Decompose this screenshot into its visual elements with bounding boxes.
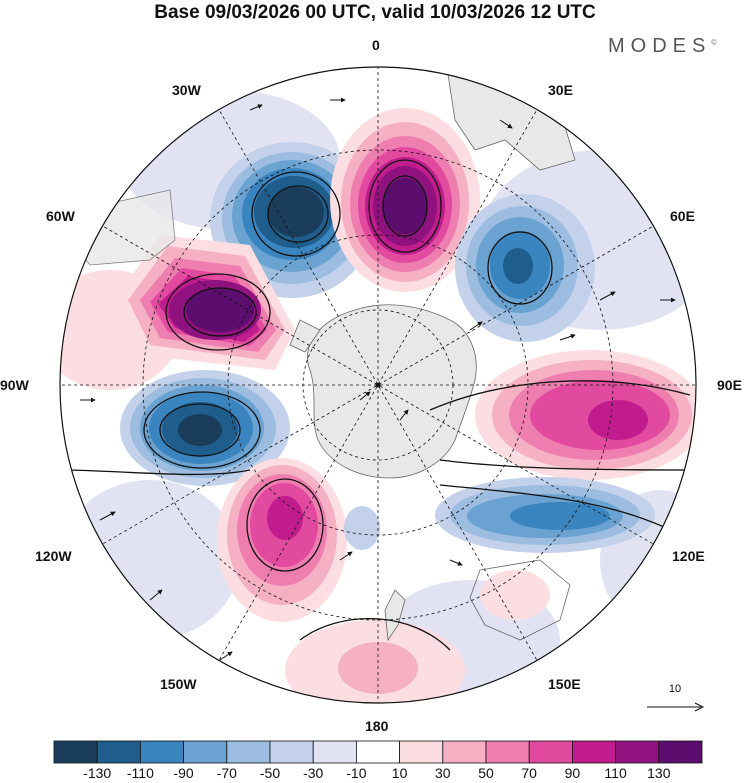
- logo-text: MODES: [608, 35, 712, 57]
- anomaly-positive-100e: [475, 350, 696, 480]
- anomaly-negative-115e: [435, 477, 655, 553]
- colorbar-segment: [572, 740, 617, 764]
- colorbar-tick-label: 130: [647, 765, 671, 781]
- anomaly-positive-0: [330, 108, 480, 292]
- lon-label-90w: 90W: [0, 377, 29, 393]
- colorbar-tick-label: 30: [435, 765, 451, 781]
- colorbar-segment: [615, 740, 660, 764]
- modes-logo: MODES©: [608, 35, 717, 58]
- lon-label-120w: 120W: [35, 548, 72, 564]
- colorbar-tick-label: 110: [604, 765, 627, 781]
- south-pole-marker: [375, 382, 381, 388]
- lon-label-150w: 150W: [160, 676, 197, 692]
- colorbar-segment: [53, 740, 98, 764]
- colorbar-tick-label: -30: [303, 765, 324, 781]
- colorbar-segment: [658, 740, 703, 764]
- colorbar-segment: [140, 740, 185, 764]
- colorbar-segment: [442, 740, 487, 764]
- colorbar-segment: [226, 740, 271, 764]
- colorbar-segment: [355, 740, 400, 764]
- logo-mark: ©: [711, 39, 717, 47]
- antarctic-peninsula: [289, 319, 321, 353]
- map-disc: [60, 67, 696, 703]
- map-title: Base 09/03/2026 00 UTC, valid 10/03/2026…: [154, 2, 596, 23]
- colorbar-tick-label: 90: [564, 765, 581, 781]
- map-boundary: [59, 66, 697, 704]
- lon-label-120e: 120E: [672, 548, 705, 564]
- colorbar-segment: [528, 740, 573, 764]
- reference-vector: 10: [645, 683, 705, 713]
- anomaly-small-negative: [344, 506, 380, 550]
- australia-land: [469, 559, 571, 641]
- polar-map: [59, 66, 697, 704]
- anomaly-positive-60w: [115, 235, 295, 370]
- lon-label-30w: 30W: [172, 82, 201, 98]
- lon-label-30e: 30E: [548, 82, 573, 98]
- colorbar-tick-label: -110: [126, 765, 154, 781]
- colorbar-segment: [485, 740, 530, 764]
- colorbar-tick-label: 70: [521, 765, 537, 781]
- colorbar-tick-label: 10: [391, 765, 408, 781]
- colorbar-tick-label: 50: [478, 765, 494, 781]
- colorbar-tick-label: -90: [173, 765, 194, 781]
- colorbar-segment: [183, 740, 228, 764]
- colorbar-segment: [312, 740, 357, 764]
- anomaly-positive-180: [285, 570, 550, 703]
- new-zealand-land: [384, 589, 406, 642]
- colorbar-tick-label: -50: [259, 765, 281, 781]
- colorbar-tick-label: -10: [346, 765, 367, 781]
- lon-label-60w: 60W: [46, 208, 75, 224]
- anomaly-negative-45e: [455, 194, 595, 342]
- lon-label-180: 180: [365, 718, 389, 734]
- lon-label-60e: 60E: [670, 208, 695, 224]
- colorbar-segment: [96, 740, 141, 764]
- lon-label-90e: 90E: [717, 377, 742, 393]
- lon-label-150e: 150E: [548, 676, 581, 692]
- colorbar-tick-label: -130: [83, 765, 112, 781]
- colorbar: [53, 740, 703, 764]
- colorbar-segment: [399, 740, 444, 764]
- anomaly-negative-90w: [120, 370, 290, 486]
- reference-vector-label: 10: [668, 683, 682, 695]
- lon-label-0: 0: [372, 37, 380, 53]
- colorbar-ticks: -130 -110 -90 -70 -50 -30 -10 10 30 50 70 90 110 130: [53, 765, 713, 783]
- anomaly-positive-140w: [217, 458, 347, 622]
- colorbar-tick-label: -70: [216, 765, 237, 781]
- reference-arrow: [647, 702, 705, 712]
- colorbar-segment: [269, 740, 314, 764]
